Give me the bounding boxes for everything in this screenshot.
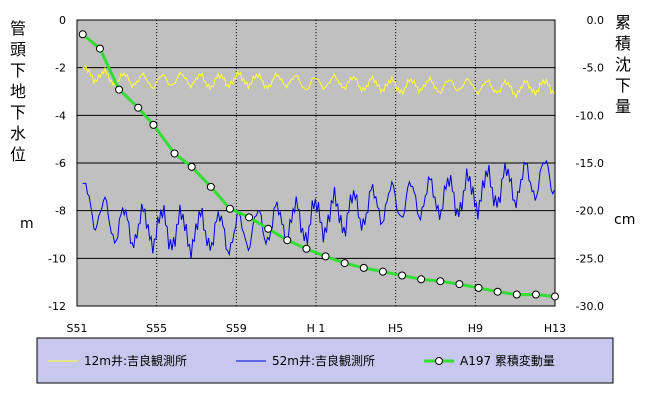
x-axis-ticks: S51 S55 S59 H 1 H5 H9 H13 <box>67 322 567 335</box>
data-point <box>398 271 407 280</box>
right-tick-label: -30.0 <box>576 300 604 313</box>
right-tick-label: 0.0 <box>587 14 605 27</box>
x-tick-label: S55 <box>146 322 167 335</box>
legend-marker <box>435 357 443 365</box>
series-layer <box>78 30 559 301</box>
x-tick-label: H13 <box>544 322 566 335</box>
axis-title-char: 管 <box>9 19 26 38</box>
left-tick-label: -12 <box>48 300 66 313</box>
data-point <box>378 267 387 276</box>
legend-label: 12m井:吉良観測所 <box>84 353 187 368</box>
right-axis-unit: cm <box>614 212 636 228</box>
x-tick-label: S51 <box>67 322 88 335</box>
axis-title-char: 量 <box>614 97 631 116</box>
axis-title-char: 累 <box>614 13 631 32</box>
right-tick-label: -25.0 <box>576 252 604 265</box>
data-point <box>264 224 273 233</box>
left-axis-unit: m <box>20 216 34 232</box>
left-tick-label: -4 <box>55 109 66 122</box>
data-point <box>474 283 483 292</box>
left-tick-label: -8 <box>55 205 66 218</box>
data-point <box>149 120 158 129</box>
axis-title-char: 沈 <box>614 55 631 74</box>
left-tick-label: 0 <box>59 14 66 27</box>
data-point <box>531 290 540 299</box>
axis-title-char: 下 <box>9 61 26 80</box>
left-axis-label: 管頭下地下水位 <box>8 18 28 165</box>
x-tick-label: H 1 <box>307 322 326 335</box>
data-point <box>359 263 368 272</box>
data-point <box>340 259 349 268</box>
axis-title-char: 下 <box>614 76 631 95</box>
right-tick-label: -5.0 <box>583 62 604 75</box>
data-point <box>283 236 292 245</box>
data-point <box>302 244 311 253</box>
axis-title-char: 積 <box>614 34 631 53</box>
axis-title-char: 位 <box>9 145 26 164</box>
right-tick-label: -20.0 <box>576 205 604 218</box>
data-point <box>321 252 330 261</box>
left-tick-label: -2 <box>55 62 66 75</box>
data-point <box>551 292 559 301</box>
data-point <box>170 149 179 158</box>
series-line <box>82 64 555 99</box>
legend-label: 52m井:吉良観測所 <box>272 353 375 368</box>
x-tick-label: H5 <box>388 322 403 335</box>
data-point <box>187 162 196 171</box>
data-point <box>455 280 464 289</box>
data-point <box>134 103 143 112</box>
data-point <box>225 204 234 213</box>
right-axis-label: 累積沈下量 <box>613 12 633 117</box>
data-point <box>493 287 502 296</box>
legend-label: A197 累積変動量 <box>460 353 555 368</box>
right-tick-label: -10.0 <box>576 109 604 122</box>
axis-title-char: 水 <box>9 124 26 143</box>
data-point <box>78 30 87 39</box>
data-point <box>245 213 254 222</box>
legend-box <box>36 337 614 384</box>
legend: 12m井:吉良観測所 52m井:吉良観測所 A197 累積変動量 <box>48 353 555 368</box>
axis-title-char: 地 <box>9 82 26 101</box>
x-tick-label: H9 <box>468 322 483 335</box>
data-point <box>436 277 445 286</box>
right-axis-ticks: 0.0 -5.0 -10.0 -15.0 -20.0 -25.0 -30.0 <box>576 14 604 313</box>
right-tick-label: -15.0 <box>576 157 604 170</box>
data-point <box>206 182 215 191</box>
horizontal-gridlines <box>77 67 555 259</box>
x-tick-label: S59 <box>226 322 247 335</box>
data-point <box>115 85 124 94</box>
left-tick-label: -6 <box>55 157 66 170</box>
axis-title-char: 頭 <box>9 40 26 59</box>
axis-title-char: 下 <box>9 103 26 122</box>
left-axis-ticks: 0 -2 -4 -6 -8 -10 -12 <box>48 14 66 313</box>
left-tick-label: -10 <box>48 252 66 265</box>
series-line <box>82 159 555 259</box>
data-point <box>95 44 104 53</box>
data-point <box>417 275 426 284</box>
data-point <box>512 290 521 299</box>
